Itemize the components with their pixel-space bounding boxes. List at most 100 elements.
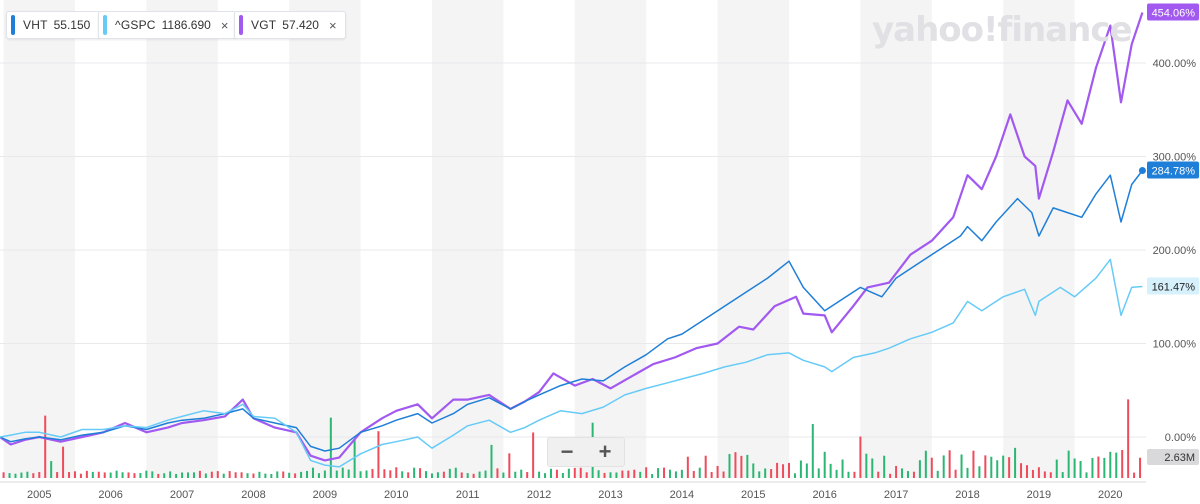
volume-bar bbox=[651, 473, 654, 478]
volume-bar bbox=[210, 471, 213, 478]
volume-bar bbox=[948, 450, 951, 478]
x-tick-label: 2013 bbox=[598, 489, 622, 501]
volume-bar bbox=[1067, 450, 1070, 478]
last-value-label: 284.78% bbox=[1152, 166, 1196, 178]
volume-bar bbox=[674, 471, 677, 478]
yahoo-finance-watermark: yahoo!finance bbox=[872, 10, 1133, 50]
volume-bar bbox=[311, 467, 314, 478]
volume-bar bbox=[68, 472, 71, 478]
close-icon[interactable]: × bbox=[220, 17, 229, 33]
volume-bar bbox=[359, 471, 362, 478]
volume-bar bbox=[216, 471, 219, 478]
volume-bar bbox=[544, 473, 547, 478]
volume-bar bbox=[615, 472, 618, 478]
volume-bar bbox=[1103, 457, 1106, 478]
volume-bar bbox=[704, 455, 707, 478]
legend-chip-vht[interactable]: VHT 55.150 bbox=[6, 11, 102, 39]
volume-bar bbox=[1109, 451, 1112, 478]
volume-bar bbox=[573, 467, 576, 478]
volume-bar bbox=[1037, 467, 1040, 478]
volume-bar bbox=[621, 470, 624, 478]
volume-bar bbox=[549, 468, 552, 478]
volume-bar bbox=[978, 466, 981, 478]
volume-bar bbox=[865, 453, 868, 478]
volume-bar bbox=[1061, 472, 1064, 478]
volume-bar bbox=[746, 454, 749, 478]
volume-bar bbox=[353, 440, 356, 478]
volume-bar bbox=[954, 469, 957, 478]
volume-bar bbox=[73, 471, 76, 478]
x-tick-label: 2014 bbox=[670, 489, 694, 501]
volume-bar bbox=[657, 468, 660, 478]
volume-bar bbox=[163, 473, 166, 478]
y-tick-label: 100.00% bbox=[1153, 339, 1197, 351]
volume-bar bbox=[478, 471, 481, 478]
volume-bar bbox=[419, 468, 422, 478]
x-tick-label: 2012 bbox=[527, 489, 551, 501]
volume-bar bbox=[8, 473, 11, 478]
volume-bar bbox=[526, 472, 529, 478]
volume-bar bbox=[627, 470, 630, 478]
volume-bar bbox=[252, 473, 255, 478]
volume-bar bbox=[585, 472, 588, 478]
volume-bar bbox=[56, 472, 59, 478]
volume-bar bbox=[942, 455, 945, 478]
volume-bar bbox=[663, 467, 666, 478]
volume-bar bbox=[990, 456, 993, 478]
volume-bar bbox=[1133, 472, 1136, 478]
volume-bar bbox=[91, 471, 94, 478]
volume-bar bbox=[1002, 455, 1005, 478]
volume-bar bbox=[776, 462, 779, 478]
volume-bar bbox=[692, 471, 695, 478]
volume-bar bbox=[20, 472, 23, 478]
volume-bar bbox=[198, 470, 201, 478]
volume-bar bbox=[538, 471, 541, 478]
volume-bar bbox=[127, 472, 130, 478]
volume-bar bbox=[532, 432, 535, 478]
volume-bar bbox=[1014, 447, 1017, 478]
volume-bar bbox=[306, 470, 309, 478]
volume-bar bbox=[859, 436, 862, 478]
volume-bar bbox=[460, 472, 463, 478]
volume-bar bbox=[276, 471, 279, 478]
zoom-out-button[interactable]: − bbox=[560, 439, 574, 464]
volume-bar bbox=[246, 473, 249, 478]
volume-bar bbox=[716, 465, 719, 478]
volume-bar bbox=[811, 424, 814, 478]
volume-bar bbox=[1079, 460, 1082, 478]
legend-chip-vgt[interactable]: VGT 57.420 × bbox=[234, 11, 346, 39]
volume-bar bbox=[2, 472, 5, 478]
zoom-in-button[interactable]: + bbox=[598, 439, 612, 464]
volume-bar bbox=[187, 472, 190, 478]
volume-bar bbox=[871, 458, 874, 478]
volume-bar bbox=[930, 457, 933, 478]
volume-bar bbox=[395, 467, 398, 478]
volume-bar bbox=[853, 471, 856, 478]
volume-bar bbox=[841, 459, 844, 478]
volume-bar bbox=[752, 463, 755, 478]
volume-bar bbox=[1073, 458, 1076, 478]
legend-chip-gspc[interactable]: ^GSPC 1186.690 × bbox=[98, 11, 238, 39]
volume-bar bbox=[145, 470, 148, 478]
last-value-dot bbox=[1138, 167, 1146, 175]
volume-bar bbox=[1049, 472, 1052, 478]
volume-bar bbox=[448, 468, 451, 478]
volume-bar bbox=[496, 468, 499, 478]
volume-bar bbox=[829, 463, 832, 478]
volume-bar bbox=[817, 468, 820, 478]
volume-bar bbox=[192, 472, 195, 478]
close-icon[interactable]: × bbox=[328, 17, 337, 33]
volume-bar bbox=[1008, 457, 1011, 478]
volume-bar bbox=[603, 472, 606, 478]
volume-bar bbox=[912, 471, 915, 478]
volume-bar bbox=[960, 454, 963, 478]
volume-bar bbox=[502, 472, 505, 478]
year-band bbox=[146, 0, 218, 478]
volume-bar bbox=[413, 467, 416, 478]
volume-bar bbox=[728, 453, 731, 478]
volume-bar bbox=[425, 471, 428, 478]
volume-bar bbox=[722, 471, 725, 478]
volume-bar bbox=[484, 470, 487, 478]
volume-bar bbox=[633, 469, 636, 478]
